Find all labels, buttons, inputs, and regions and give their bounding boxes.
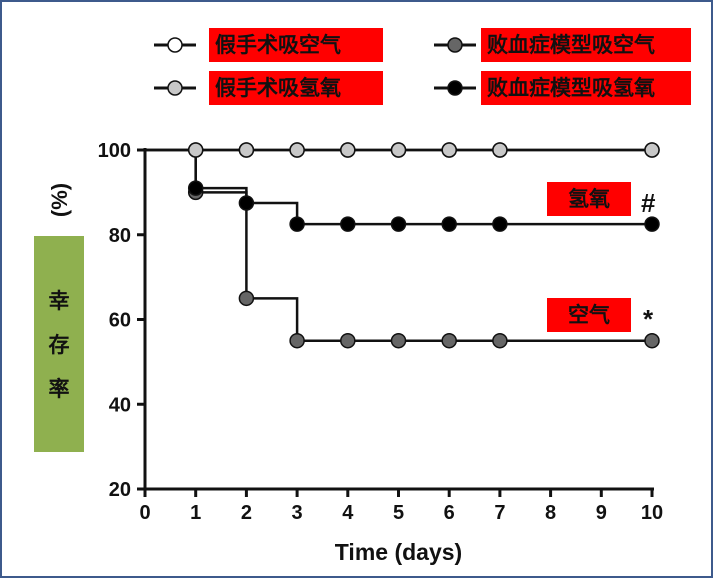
y-label-char: 率 — [48, 377, 70, 401]
legend-marker-sham-hydrogen — [154, 80, 196, 96]
legend-marker-sham-air — [154, 37, 196, 53]
y-axis-unit: (%) — [47, 182, 72, 218]
annotation-hash-mark: # — [641, 188, 656, 218]
legend-label-sepsis-hydrogen: 败血症模型吸氢氧 — [481, 71, 691, 105]
annotation-hydrogen-label: 氢氧 — [547, 182, 631, 216]
annotation-star-mark: * — [643, 304, 654, 334]
y-label-char: 幸 — [48, 289, 70, 313]
annotation-air-label: 空气 — [547, 298, 631, 332]
legend-label-sham-air: 假手术吸空气 — [209, 28, 383, 62]
legend-label-sepsis-air: 败血症模型吸空气 — [481, 28, 691, 62]
legend-marker-sepsis-air — [434, 37, 476, 53]
y-axis-label-box: 幸 存 率 — [34, 236, 84, 452]
legend-marker-sepsis-hydrogen — [434, 80, 476, 96]
legend-label-sham-hydrogen: 假手术吸氢氧 — [209, 71, 383, 105]
y-label-char: 存 — [48, 333, 70, 357]
